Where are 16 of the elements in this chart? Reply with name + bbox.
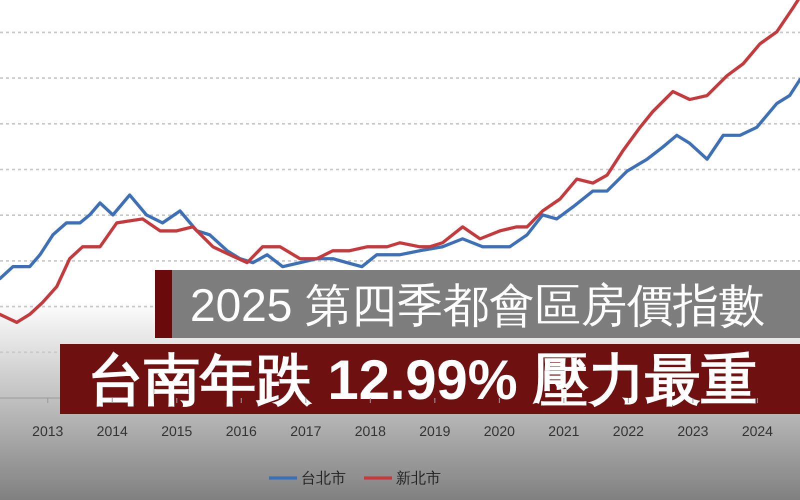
x-tick-label: 2019 bbox=[419, 423, 451, 439]
x-tick-label: 2018 bbox=[354, 423, 386, 439]
title: 2025 第四季都會區房價指數 bbox=[155, 270, 800, 338]
x-tick-label: 2013 bbox=[32, 423, 64, 439]
x-tick-label: 2021 bbox=[548, 423, 580, 439]
x-tick-label: 2017 bbox=[290, 423, 322, 439]
legend-label: 台北市 bbox=[301, 470, 346, 487]
x-tick-label: 2020 bbox=[484, 423, 516, 439]
x-tick-label: 2022 bbox=[612, 423, 644, 439]
x-tick-label: 2024 bbox=[742, 423, 774, 439]
x-tick-label: 2015 bbox=[161, 423, 193, 439]
subtitle: 台南年跌 12.99% 壓力最重 bbox=[60, 344, 800, 414]
x-tick-label: 2023 bbox=[677, 423, 709, 439]
legend-label: 新北市 bbox=[396, 470, 441, 487]
x-tick-label: 2016 bbox=[226, 423, 258, 439]
x-tick-label: 2014 bbox=[96, 423, 128, 439]
